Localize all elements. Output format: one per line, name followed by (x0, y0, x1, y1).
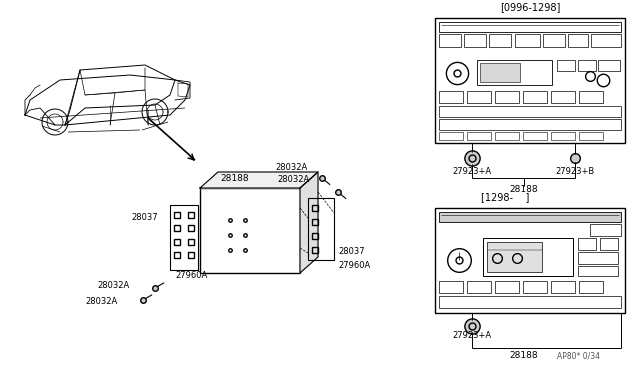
Bar (523, 132, 547, 140)
Bar (543, 34, 565, 47)
Bar (551, 281, 575, 293)
Bar (568, 34, 588, 47)
Text: 27960A: 27960A (176, 272, 208, 280)
Text: [1298-    ]: [1298- ] (481, 192, 529, 202)
Text: 28188: 28188 (221, 174, 250, 183)
Bar (435, 208, 625, 313)
Text: 27960A: 27960A (338, 260, 371, 269)
Bar (467, 281, 491, 293)
Text: AP80* 0/34: AP80* 0/34 (557, 352, 600, 360)
Bar (439, 296, 621, 308)
Bar (308, 198, 334, 260)
Bar (439, 91, 463, 103)
Bar (579, 281, 603, 293)
Bar (439, 212, 621, 222)
Bar (591, 34, 621, 47)
Text: 28032A: 28032A (276, 164, 308, 173)
Bar (523, 91, 547, 103)
Bar (551, 91, 575, 103)
Bar (489, 34, 511, 47)
Bar (551, 132, 575, 140)
Text: 28032A: 28032A (98, 280, 130, 289)
Bar (439, 119, 621, 130)
Bar (578, 266, 618, 276)
Bar (439, 106, 621, 117)
Text: 28032A: 28032A (86, 298, 118, 307)
Bar (435, 18, 625, 143)
Bar (477, 60, 552, 85)
Bar (557, 60, 575, 71)
Text: 28032A: 28032A (278, 176, 310, 185)
Bar (170, 205, 198, 270)
Text: 27923+A: 27923+A (452, 167, 492, 176)
Bar (523, 281, 547, 293)
Bar (200, 188, 300, 273)
Bar (439, 22, 621, 32)
Bar (578, 60, 596, 71)
Bar (464, 34, 486, 47)
Bar (480, 63, 520, 82)
Text: 28037: 28037 (131, 214, 158, 222)
Bar (600, 238, 618, 250)
Bar (590, 224, 621, 236)
Bar (487, 242, 542, 272)
Text: 28188: 28188 (509, 352, 538, 360)
Text: 28188: 28188 (509, 186, 538, 195)
Polygon shape (200, 172, 318, 188)
Bar (439, 132, 463, 140)
Bar (495, 91, 519, 103)
Bar (578, 238, 596, 250)
Bar (495, 132, 519, 140)
Polygon shape (300, 172, 318, 273)
Bar (579, 91, 603, 103)
Bar (579, 132, 603, 140)
Bar (483, 238, 573, 276)
Bar (467, 132, 491, 140)
Bar (467, 91, 491, 103)
Bar (578, 252, 618, 264)
Bar (515, 34, 540, 47)
Text: 27923+B: 27923+B (556, 167, 595, 176)
Bar (439, 281, 463, 293)
Text: [0996-1298]: [0996-1298] (500, 2, 560, 12)
Text: 27923+A: 27923+A (452, 331, 492, 340)
Bar (439, 34, 461, 47)
Bar (495, 281, 519, 293)
Text: 28037: 28037 (338, 247, 365, 257)
Bar (598, 60, 620, 71)
